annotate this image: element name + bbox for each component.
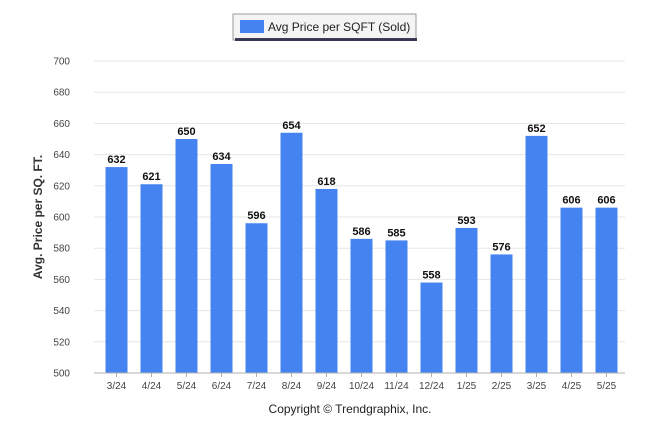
y-axis-title: Avg. Price per SQ. FT. xyxy=(31,155,45,279)
legend[interactable]: Avg Price per SQFT (Sold) xyxy=(232,13,417,41)
bar-value-label: 621 xyxy=(142,171,160,183)
bar-value-label: 618 xyxy=(317,176,335,188)
x-axis-ticks: 3/24 4/24 5/24 6/24 7/24 8/24 9/24 10/24 11/24 12… xyxy=(107,373,617,392)
bar xyxy=(280,132,303,373)
x-tick-label: 11/24 xyxy=(384,381,409,392)
y-tick-label: 580 xyxy=(53,244,70,255)
x-tick-label: 10/24 xyxy=(349,381,374,392)
bar xyxy=(350,238,373,373)
copyright-text: Copyright © Trendgraphix, Inc. xyxy=(269,402,432,416)
y-tick-label: 600 xyxy=(53,213,70,224)
bar xyxy=(210,163,233,373)
x-tick-label: 12/24 xyxy=(419,381,444,392)
y-tick-label: 700 xyxy=(53,57,70,68)
x-tick-label: 3/24 xyxy=(107,381,127,392)
y-tick-label: 640 xyxy=(53,150,70,161)
x-tick-label: 5/25 xyxy=(597,381,617,392)
x-tick-label: 7/24 xyxy=(247,381,267,392)
bar xyxy=(455,227,478,373)
bar xyxy=(525,135,548,373)
y-tick-label: 620 xyxy=(53,181,70,192)
legend-label: Avg Price per SQFT (Sold) xyxy=(268,20,410,34)
bar-value-label: 576 xyxy=(492,241,510,253)
bar-value-label: 586 xyxy=(352,226,370,238)
bar-value-label: 654 xyxy=(282,120,301,132)
x-tick-label: 4/25 xyxy=(562,381,582,392)
y-tick-label: 660 xyxy=(53,119,70,130)
y-tick-label: 560 xyxy=(53,275,70,286)
bar xyxy=(105,167,128,373)
bar xyxy=(140,184,163,373)
bar-value-label: 632 xyxy=(107,154,125,166)
bar xyxy=(490,254,513,373)
legend-swatch xyxy=(240,20,264,33)
bar xyxy=(560,207,583,373)
x-tick-label: 1/25 xyxy=(457,381,477,392)
y-tick-label: 520 xyxy=(53,337,70,348)
y-tick-label: 680 xyxy=(53,88,70,99)
y-tick-label: 500 xyxy=(53,369,70,380)
bar-value-label: 650 xyxy=(177,126,195,138)
y-tick-label: 540 xyxy=(53,306,70,317)
bar xyxy=(385,240,408,373)
bar-value-label: 593 xyxy=(457,215,475,227)
x-tick-label: 5/24 xyxy=(177,381,197,392)
bar xyxy=(595,207,618,373)
legend-shadow xyxy=(235,38,417,41)
data-labels: 632 621 650 634 596 654 618 586 585 558 593 576 652 6… xyxy=(107,120,615,282)
bar-value-label: 606 xyxy=(562,195,580,207)
x-tick-label: 3/25 xyxy=(527,381,547,392)
x-tick-label: 2/25 xyxy=(492,381,512,392)
bar-value-label: 585 xyxy=(387,227,405,239)
bar xyxy=(245,223,268,373)
bar xyxy=(420,282,443,373)
x-tick-label: 6/24 xyxy=(212,381,232,392)
bar xyxy=(315,188,338,373)
bar-value-label: 652 xyxy=(527,123,545,135)
bar-value-label: 634 xyxy=(212,151,231,163)
bar xyxy=(175,139,198,373)
bar-value-label: 606 xyxy=(597,195,615,207)
bars xyxy=(105,132,618,373)
x-tick-label: 9/24 xyxy=(317,381,337,392)
x-tick-label: 4/24 xyxy=(142,381,162,392)
x-tick-label: 8/24 xyxy=(282,381,302,392)
bar-value-label: 596 xyxy=(247,210,265,222)
y-axis-ticks: 500 520 540 560 580 600 620 640 660 680 700 xyxy=(53,57,70,380)
bar-value-label: 558 xyxy=(422,270,440,282)
